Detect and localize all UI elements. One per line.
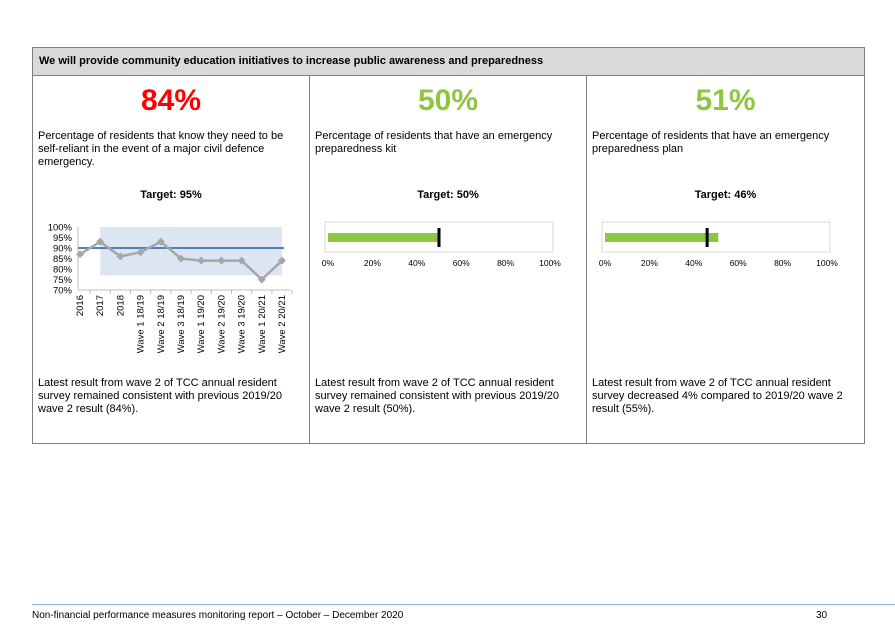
y-tick-label: 90% (53, 244, 73, 255)
y-tick-label: 70% (53, 286, 73, 297)
measure-latest-result: Latest result from wave 2 of TCC annual … (315, 377, 559, 415)
measure-self-reliant: 84% Percentage of residents that know th… (33, 76, 310, 443)
x-tick-label: 80% (497, 258, 514, 268)
x-tick-label: 2016 (75, 295, 86, 316)
x-tick-label: Wave 1 20/21 (257, 295, 268, 353)
measure-value: 50% (417, 84, 479, 117)
data-point (177, 254, 185, 263)
measure-value: 84% (140, 84, 202, 117)
x-tick-label: 60% (730, 258, 747, 268)
x-tick-label: 20% (641, 258, 658, 268)
data-point (197, 256, 206, 265)
measure-latest-result: Latest result from wave 2 of TCC annual … (592, 377, 843, 415)
x-tick-label: 2017 (95, 295, 106, 316)
x-tick-label: 60% (453, 258, 470, 268)
x-tick-label: Wave 2 19/20 (216, 295, 227, 353)
page-number: 30 (816, 610, 828, 621)
data-point (136, 248, 145, 257)
x-tick-label: 100% (539, 258, 561, 268)
x-tick-label: Wave 2 20/21 (277, 295, 288, 353)
value-bar (605, 233, 719, 242)
footer-divider (32, 604, 895, 605)
x-tick-label: 40% (408, 258, 425, 268)
measure-value: 51% (695, 84, 756, 117)
data-point (257, 275, 266, 284)
y-tick-label: 85% (53, 254, 73, 265)
y-tick-label: 75% (53, 275, 73, 286)
measure-preparedness-kit: 50% Percentage of residents that have an… (310, 76, 587, 443)
measure-description: Percentage of residents that have an eme… (315, 130, 553, 155)
measure-description: Percentage of residents that know they n… (38, 130, 284, 168)
target-band (100, 227, 282, 276)
x-tick-label: 20% (364, 258, 381, 268)
data-point (116, 252, 125, 261)
bullet-bar-chart: 0% 20% 40% 60% 80% 100% (599, 221, 838, 268)
x-tick-label: 0% (322, 258, 335, 268)
y-tick-label: 100% (48, 223, 73, 234)
x-tick-label: Wave 1 19/20 (196, 295, 207, 353)
x-tick-label: Wave 3 18/19 (176, 295, 187, 353)
target-marker (437, 228, 441, 247)
measures-panel: We will provide community education init… (32, 47, 865, 444)
data-point (278, 256, 286, 265)
x-tick-label: 2018 (115, 295, 126, 316)
target-marker (705, 228, 709, 247)
data-point (156, 237, 165, 246)
data-point (76, 250, 84, 259)
data-point (96, 237, 105, 246)
value-bar (328, 233, 439, 242)
data-point (237, 256, 246, 265)
x-tick-label: 100% (816, 258, 838, 268)
data-point (217, 256, 226, 265)
measure-target: Target: 95% (140, 189, 202, 201)
measure-description: Percentage of residents that have an eme… (592, 130, 830, 155)
measure-target: Target: 46% (694, 189, 757, 201)
measure-target: Target: 50% (417, 189, 479, 201)
x-tick-label: Wave 3 19/20 (237, 295, 248, 353)
measure-preparedness-plan: 51% Percentage of residents that have an… (587, 76, 864, 443)
trend-line-chart: 70%75%80%85%90%95%100% 2016 2017 2018 Wave 1… (48, 223, 293, 353)
measure-latest-result: Latest result from wave 2 of TCC annual … (38, 377, 282, 415)
footer-title: Non-financial performance measures monit… (32, 610, 404, 621)
panel-title: We will provide community education init… (33, 48, 864, 76)
y-tick-label: 80% (53, 265, 73, 276)
bullet-bar-chart: 0% 20% 40% 60% 80% 100% (322, 221, 561, 268)
y-tick-label: 95% (53, 233, 73, 244)
x-tick-label: 0% (599, 258, 612, 268)
x-tick-label: 40% (685, 258, 702, 268)
x-tick-label: Wave 1 18/19 (136, 295, 147, 353)
x-tick-label: 80% (774, 258, 791, 268)
x-tick-label: Wave 2 18/19 (156, 295, 167, 353)
